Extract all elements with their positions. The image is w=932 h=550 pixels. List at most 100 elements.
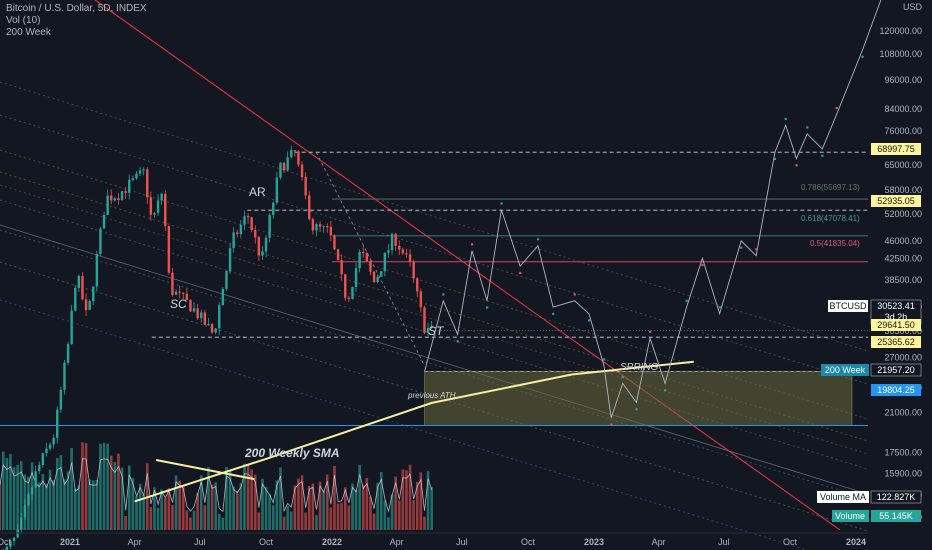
projection-dot-13 bbox=[621, 375, 624, 379]
candle-body-74 bbox=[264, 237, 268, 252]
volume-bar-108 bbox=[387, 517, 390, 530]
vol-value-bg bbox=[871, 510, 921, 522]
candle-body-22 bbox=[77, 275, 81, 288]
volume-bar-97 bbox=[347, 505, 351, 530]
channel-line-1 bbox=[0, 114, 869, 385]
candle-body-33 bbox=[117, 198, 120, 201]
price-tick-2: 108000.00 bbox=[879, 49, 922, 59]
candle-body-54 bbox=[192, 308, 196, 312]
volume-bar-49 bbox=[174, 475, 178, 530]
btcusd-label-bg bbox=[828, 300, 868, 312]
price-tick-7: 58000.00 bbox=[884, 185, 922, 195]
st-label: ST bbox=[428, 324, 445, 338]
candle-body-100 bbox=[358, 251, 361, 269]
volume-bar-48 bbox=[171, 505, 174, 530]
candle-body-94 bbox=[336, 249, 340, 261]
candle-body-67 bbox=[239, 224, 243, 234]
volume-bar-104 bbox=[372, 513, 376, 530]
projection-dot-17 bbox=[685, 299, 688, 302]
volume-bar-90 bbox=[322, 490, 325, 530]
candle-body-11 bbox=[38, 465, 41, 472]
candle-body-81 bbox=[290, 150, 293, 158]
volume-bar-87 bbox=[311, 483, 315, 530]
candle-body-91 bbox=[326, 226, 329, 228]
btcusd-price: 30523.41 bbox=[877, 301, 915, 311]
candle-body-73 bbox=[261, 251, 264, 256]
candle-body-19 bbox=[66, 344, 70, 363]
volume-bar-95 bbox=[340, 502, 343, 530]
volume-bar-33 bbox=[117, 453, 120, 530]
candle-body-92 bbox=[329, 226, 333, 236]
sma-label-bg bbox=[821, 364, 869, 376]
projection-dot-8 bbox=[552, 312, 555, 315]
candle-body-63 bbox=[225, 271, 228, 290]
candle-body-39 bbox=[138, 170, 142, 174]
candle-body-7 bbox=[23, 505, 27, 518]
candle-body-57 bbox=[203, 312, 207, 325]
channel-line-5 bbox=[0, 199, 869, 470]
candle-body-110 bbox=[394, 233, 397, 246]
candlestick-series[interactable] bbox=[0, 145, 433, 550]
spring-label: SPRING bbox=[620, 362, 659, 373]
projection-dot-24 bbox=[795, 164, 798, 167]
volume-bar-99 bbox=[354, 489, 358, 530]
projection-dot-19 bbox=[718, 306, 721, 309]
volume-bar-59 bbox=[210, 484, 214, 530]
previous-ath-label: previous ATH bbox=[407, 391, 456, 400]
volume-bar-85 bbox=[304, 512, 307, 530]
projection-dot-7 bbox=[537, 238, 540, 241]
volume-bar-72 bbox=[257, 512, 261, 530]
volume-bar-31 bbox=[109, 455, 113, 530]
sma-value-bg bbox=[870, 363, 922, 377]
projection-dot-18 bbox=[701, 263, 704, 267]
volume-bar-56 bbox=[199, 475, 203, 530]
candle-body-112 bbox=[401, 249, 405, 254]
candle-body-15 bbox=[52, 437, 55, 445]
volume-bar-110 bbox=[394, 476, 397, 530]
candle-body-102 bbox=[365, 253, 369, 262]
time-tick-9: 2023 bbox=[584, 537, 604, 547]
candle-body-34 bbox=[120, 191, 124, 201]
volume-bar-21 bbox=[73, 488, 77, 530]
candle-body-40 bbox=[142, 169, 145, 171]
candle-body-17 bbox=[59, 389, 63, 410]
candle-body-120 bbox=[430, 326, 433, 329]
currency-label: USD bbox=[903, 2, 923, 12]
volume-bar-38 bbox=[135, 495, 138, 530]
candle-body-20 bbox=[70, 310, 73, 345]
volume-bar-120 bbox=[430, 487, 433, 530]
volume-bar-83 bbox=[297, 478, 300, 530]
candle-body-59 bbox=[210, 324, 214, 333]
time-tick-13: 2024 bbox=[846, 537, 866, 547]
vol-value: 55.145K bbox=[879, 511, 913, 521]
channel-line-3 bbox=[0, 171, 869, 442]
candle-body-52 bbox=[185, 293, 189, 300]
price-tick-1: 120000.00 bbox=[879, 26, 922, 36]
volume-bar-30 bbox=[106, 443, 109, 530]
projection-dot-14 bbox=[635, 408, 638, 411]
volume-bar-103 bbox=[369, 496, 372, 530]
candle-body-3 bbox=[9, 541, 12, 547]
candle-body-88 bbox=[315, 224, 318, 231]
candle-body-75 bbox=[268, 214, 271, 238]
candle-body-117 bbox=[419, 291, 423, 308]
price-scale[interactable]: USD 120000.00 108000.00 96000.00 84000.00 76… bbox=[879, 2, 922, 523]
candle-body-66 bbox=[236, 232, 239, 234]
fib-618-label: 0.618(47078.41) bbox=[801, 214, 860, 223]
tag-19804: 19804.25 bbox=[877, 385, 915, 395]
volume-bar-16 bbox=[55, 458, 59, 530]
volume-bar-63 bbox=[225, 467, 228, 530]
time-scale[interactable]: Oct 2021 Apr Jul Oct 2022 Apr Jul Oct 2023 Apr Jul O… bbox=[0, 532, 868, 547]
projection-dot-28 bbox=[861, 55, 864, 58]
volume-bar-119 bbox=[426, 471, 430, 530]
price-tick-18: 15900.00 bbox=[884, 469, 922, 479]
channel-line-0 bbox=[0, 81, 869, 352]
candle-body-14 bbox=[48, 444, 52, 449]
volume-bar-105 bbox=[376, 482, 379, 530]
volume-bar-77 bbox=[275, 480, 279, 530]
st-dashed-line bbox=[315, 151, 425, 367]
candle-body-45 bbox=[160, 193, 163, 201]
volume-bar-13 bbox=[45, 483, 48, 530]
candle-body-58 bbox=[207, 324, 210, 326]
